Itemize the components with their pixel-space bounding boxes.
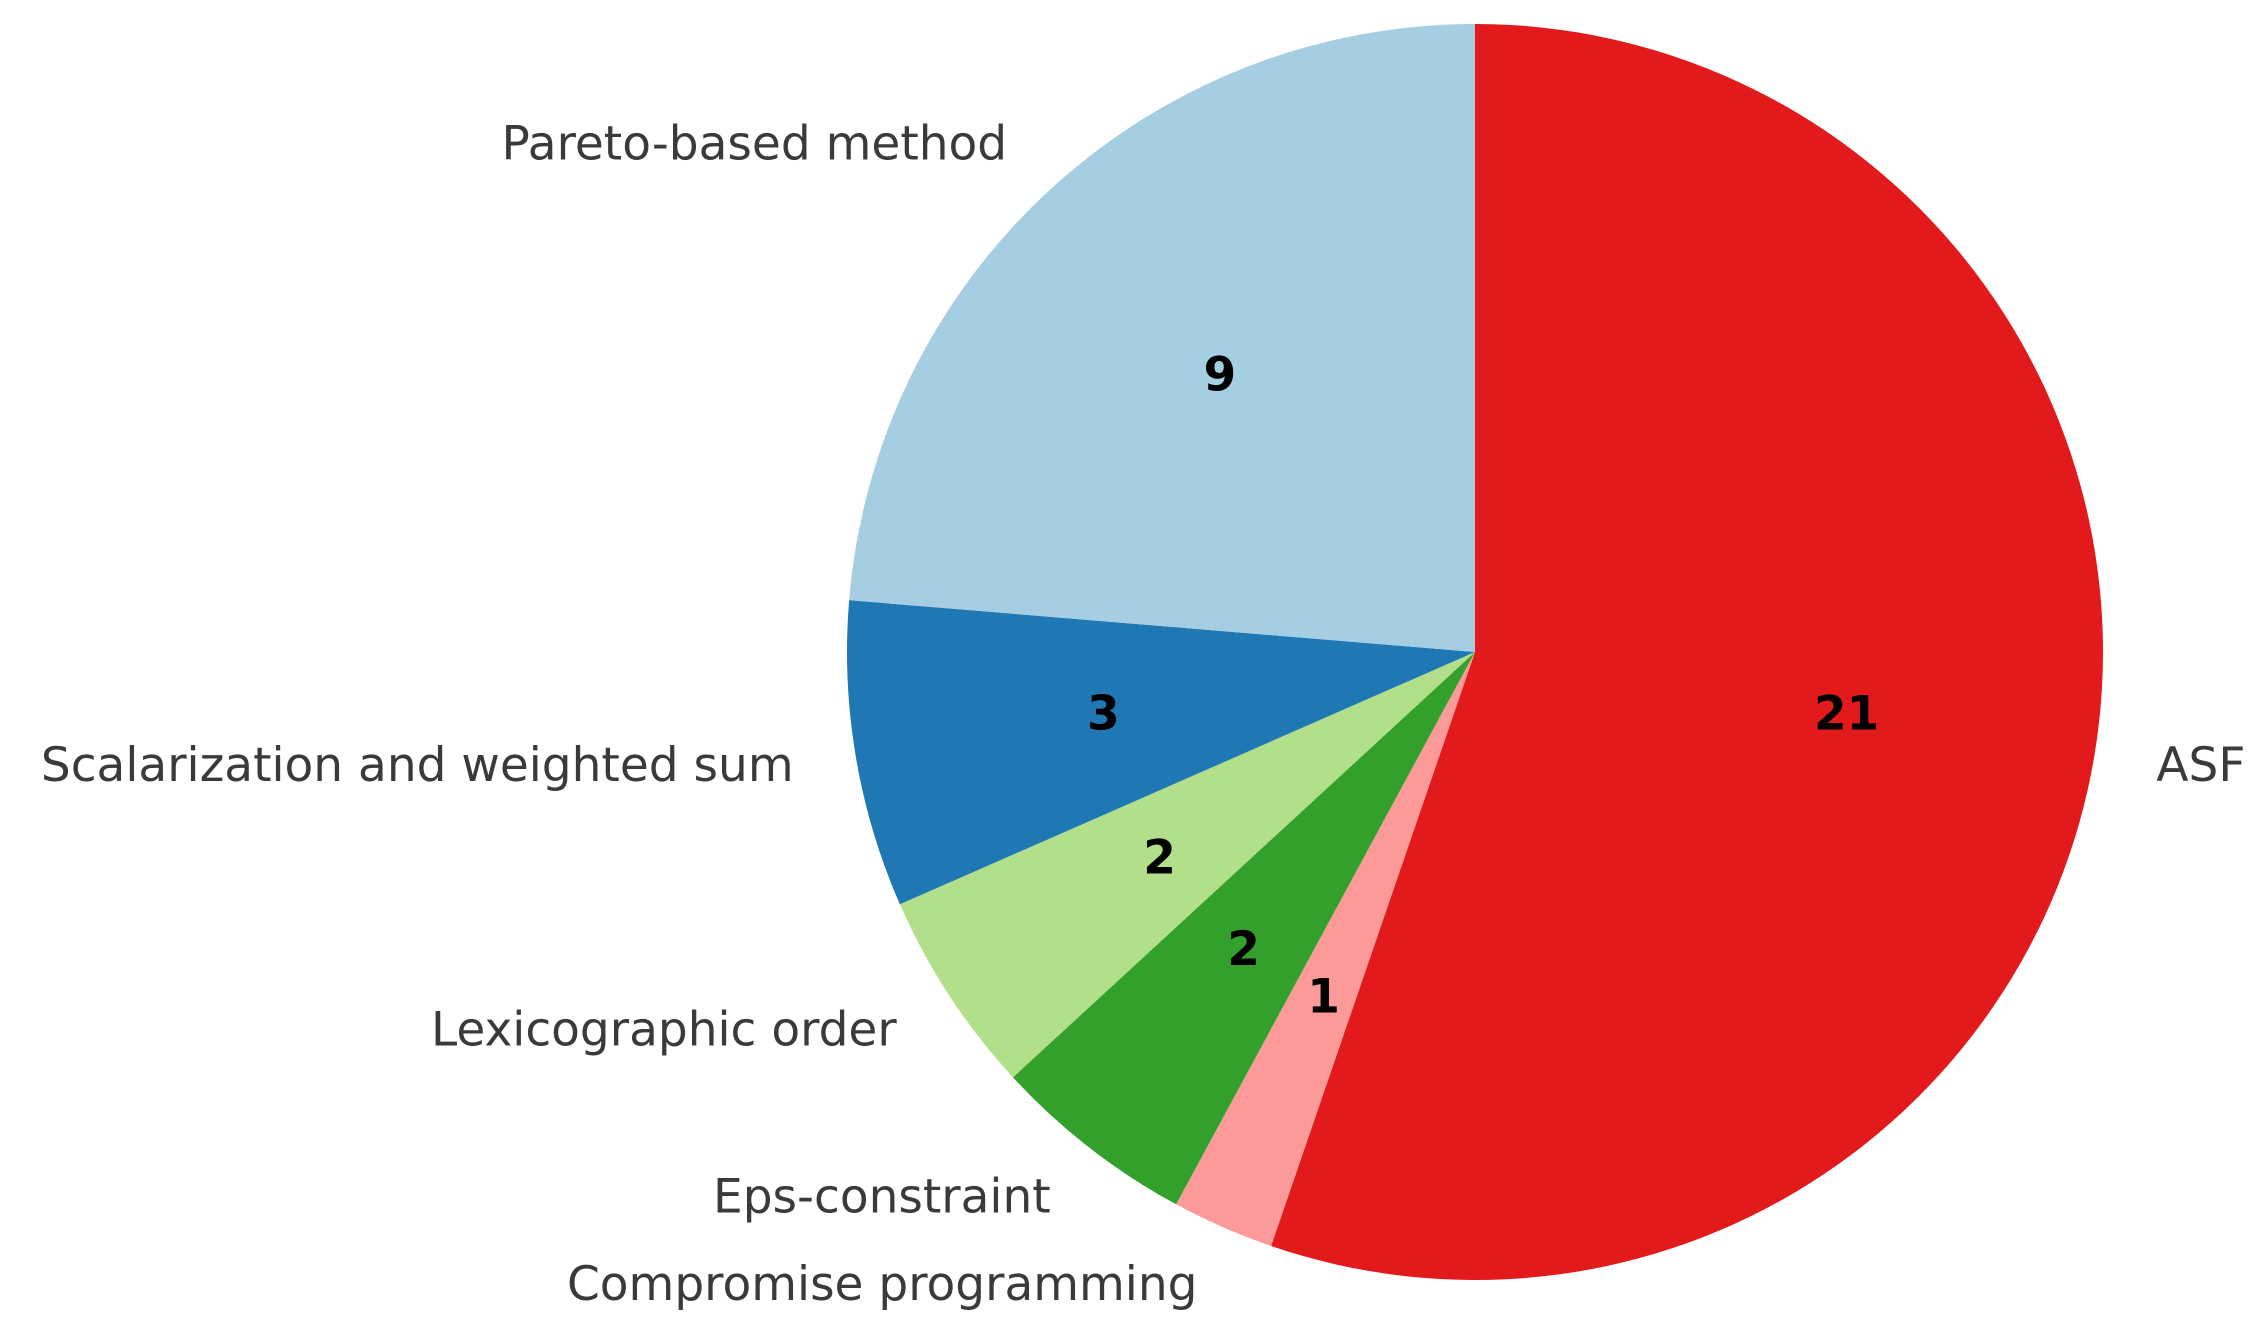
pie-slice-pareto-based-method — [849, 24, 1475, 652]
pie-value-label-scalarization-and-weighted-sum: 3 — [1087, 687, 1120, 742]
pie-category-label-scalarization-and-weighted-sum: Scalarization and weighted sum — [41, 738, 794, 793]
pie-slices — [847, 24, 2103, 1280]
pie-category-label-lexicographic-order: Lexicographic order — [431, 1002, 897, 1057]
pie-slice-eps-constraint — [1012, 652, 1475, 1205]
pie-category-label-asf: ASF — [2156, 738, 2245, 793]
pie-value-label-compromise-programming: 1 — [1307, 970, 1340, 1025]
pie-slice-asf — [1271, 24, 2103, 1280]
pie-value-label-asf: 21 — [1814, 687, 1879, 742]
pie-slice-compromise-programming — [1176, 652, 1475, 1246]
pie-value-label-pareto-based-method: 9 — [1203, 347, 1236, 402]
pie-value-label-eps-constraint: 2 — [1227, 922, 1260, 977]
pie-category-label-pareto-based-method: Pareto-based method — [502, 116, 1008, 171]
pie-slice-scalarization-and-weighted-sum — [847, 600, 1475, 905]
pie-value-label-lexicographic-order: 2 — [1143, 831, 1176, 886]
pie-slice-lexicographic-order — [899, 652, 1475, 1078]
pie-category-label-compromise-programming: Compromise programming — [567, 1257, 1198, 1312]
pie-category-labels: ASF Compromise programming Eps-constraint L… — [41, 116, 2246, 1312]
pie-category-label-eps-constraint: Eps-constraint — [713, 1170, 1051, 1225]
